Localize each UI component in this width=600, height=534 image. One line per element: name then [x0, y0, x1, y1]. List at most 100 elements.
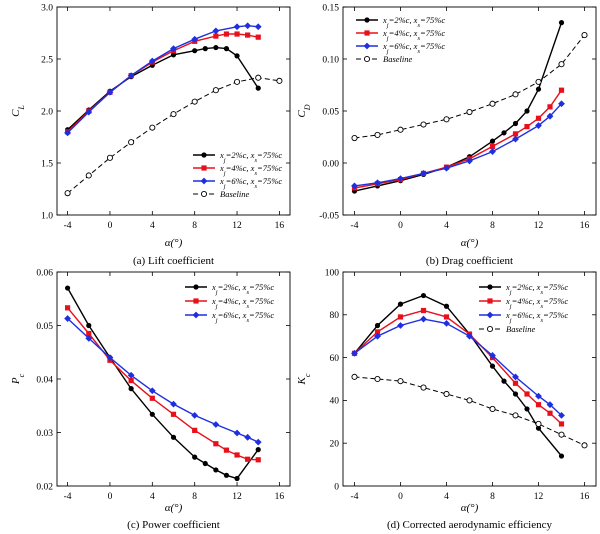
panel-caption: (b) Drag coefficient [426, 255, 513, 267]
data-point [489, 352, 496, 359]
data-point [535, 78, 542, 85]
data-point [535, 86, 542, 92]
data-point [233, 23, 241, 31]
data-point [128, 139, 135, 146]
data-point [254, 23, 262, 31]
legend-marker-s6 [363, 42, 371, 50]
data-point [170, 400, 177, 408]
data-point [524, 406, 530, 412]
y-axis-label: Kc [296, 373, 312, 385]
data-point [558, 87, 565, 93]
data-point [547, 104, 553, 110]
data-point [85, 108, 93, 116]
x-tick-label: 12 [534, 492, 544, 502]
legend-label-s2: xj=2%c, xs=75%c [219, 150, 282, 164]
data-point [234, 53, 240, 59]
data-point [170, 45, 177, 52]
data-point [512, 120, 519, 127]
legend-marker-s6 [192, 311, 200, 319]
legend-marker-s6 [486, 311, 494, 319]
y-tick-label: 1.0 [41, 211, 53, 221]
x-tick-label: 8 [192, 492, 197, 502]
data-point [558, 431, 565, 438]
series-line-s4 [67, 307, 259, 461]
data-point [170, 411, 177, 417]
data-point [351, 134, 358, 142]
data-point [374, 179, 381, 187]
x-tick-label: -4 [351, 492, 359, 502]
data-point [223, 46, 230, 52]
legend-marker-s4 [364, 30, 370, 36]
x-axis-label: α(°) [165, 237, 183, 249]
data-point [85, 172, 92, 179]
y-tick-label: 80 [330, 311, 340, 321]
y-tick-label: 100 [325, 268, 340, 278]
legend-marker-s4 [193, 298, 199, 304]
data-point [245, 456, 251, 462]
data-point [443, 314, 450, 320]
data-point [223, 447, 230, 453]
x-tick-label: 4 [150, 221, 155, 231]
data-point [466, 332, 473, 340]
data-point [233, 78, 241, 85]
data-point [524, 108, 530, 114]
data-point [128, 386, 134, 392]
legend: xj=2%c, xs=75%cxj=4%c, xs=75%cxj=6%c, xs… [479, 282, 568, 334]
data-point [501, 378, 507, 384]
series-s2 [351, 292, 565, 459]
data-point [170, 111, 177, 118]
data-point [244, 22, 252, 30]
y-tick-label: 0 [334, 482, 339, 492]
data-point [374, 131, 381, 138]
legend-marker-s2 [487, 284, 493, 290]
x-tick-label: 8 [490, 492, 495, 502]
data-point [397, 322, 404, 329]
data-point [192, 454, 198, 460]
legend-marker-s4 [201, 165, 207, 171]
data-point [244, 433, 252, 441]
data-point [202, 46, 208, 52]
data-point [466, 108, 473, 116]
legend: xj=2%c, xs=75%cxj=4%c, xs=75%cxj=6%c, xs… [356, 15, 445, 64]
data-point [524, 391, 530, 397]
legend-marker-s6 [200, 177, 208, 185]
legend-label-baseline: Baseline [220, 189, 249, 199]
series-line-baseline [354, 34, 585, 139]
legend-marker-baseline [200, 190, 208, 198]
data-point [213, 467, 219, 473]
data-point [489, 405, 496, 413]
data-point [558, 100, 565, 108]
data-point [397, 175, 404, 182]
data-point [106, 354, 114, 361]
data-point [535, 392, 542, 400]
x-tick-label: 16 [580, 492, 590, 502]
chart-panel-a: -4 0 4 8 12 16 1.0 1.5 2.0 2.5 3.0 α(°) CL (a) Lift c… [10, 3, 291, 267]
data-point [512, 380, 519, 386]
data-point [397, 314, 404, 320]
series-s6 [351, 100, 565, 190]
legend-label-s6: xj=6%c, xs=75%c [505, 310, 568, 324]
data-point [148, 387, 156, 395]
y-axis-label: Pc [10, 373, 26, 385]
data-point [546, 401, 554, 409]
x-tick-label: 0 [398, 492, 403, 502]
legend-label-s2: xj=2%c, xs=75%c [505, 282, 568, 296]
data-point [64, 285, 71, 291]
data-point [374, 375, 381, 383]
data-point [466, 157, 473, 165]
data-point [397, 126, 404, 133]
legend-label-s2: xj=2%c, xs=75%c [382, 15, 445, 29]
y-tick-label: 0.06 [36, 268, 53, 278]
data-point [443, 164, 450, 172]
data-point [255, 74, 262, 81]
data-point [397, 378, 404, 385]
data-point [149, 395, 155, 401]
legend-label-s4: xj=4%c, xs=75%c [382, 28, 445, 42]
data-point [148, 57, 156, 65]
data-point [212, 27, 220, 35]
data-point [547, 410, 553, 416]
data-point [420, 121, 427, 128]
series-s6 [64, 315, 262, 446]
series-baseline [351, 373, 588, 449]
